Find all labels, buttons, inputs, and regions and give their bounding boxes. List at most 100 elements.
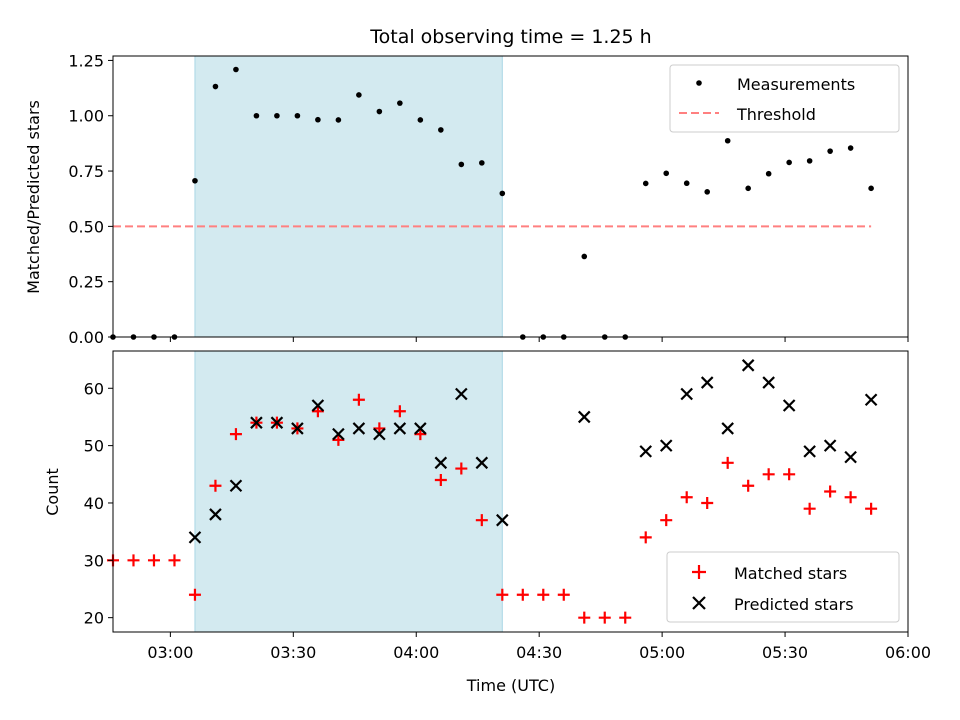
matched-star-marker	[229, 428, 242, 441]
predicted-star-marker	[475, 456, 489, 470]
measurement-point	[294, 112, 301, 119]
matched-star-marker	[147, 554, 160, 567]
y-tick-label: 0.00	[68, 328, 104, 347]
x-tick-label: 04:00	[393, 643, 439, 662]
predicted-star-marker	[270, 416, 284, 429]
measurement-point	[397, 100, 403, 106]
legend-measurements-label: Measurements	[737, 75, 855, 94]
predicted-star-marker	[434, 456, 448, 470]
predicted-star-marker	[373, 427, 386, 441]
matched-star-marker	[721, 456, 734, 469]
y-tick-label: 30	[84, 551, 104, 570]
matched-star-marker	[475, 514, 488, 527]
measurement-point	[704, 189, 711, 195]
measurement-point	[335, 117, 342, 123]
measurement-point	[212, 83, 219, 90]
measurement-point	[315, 116, 321, 123]
predicted-star-marker	[577, 410, 591, 424]
count-x-ticks: 03:00 03:30 04:00 04:30 05:00 05:30 06:00	[147, 632, 931, 662]
predicted-star-marker	[352, 422, 366, 435]
matched-star-marker	[598, 611, 611, 624]
legend-predicted-label: Predicted stars	[734, 595, 854, 614]
matched-star-marker	[742, 479, 755, 492]
x-tick-label: 06:00	[885, 643, 931, 662]
predicted-star-marker	[393, 422, 407, 435]
count-panel: Count Time (UTC) 20 30 40 50 60 03:00 03:30 04…	[43, 350, 931, 695]
predicted-star-marker	[823, 439, 837, 452]
matched-star-marker	[701, 496, 714, 509]
predicted-star-marker	[311, 399, 325, 412]
y-tick-label: 0.25	[68, 273, 104, 292]
matched-star-marker	[824, 485, 837, 498]
legend-matched-label: Matched stars	[734, 564, 847, 583]
measurement-point	[499, 190, 506, 197]
measurement-point	[827, 148, 833, 154]
ratio-x-ticks	[169, 337, 909, 342]
matched-star-marker	[311, 405, 324, 418]
legend-threshold-label: Threshold	[736, 105, 816, 124]
measurement-point	[745, 185, 751, 192]
predicted-star-marker	[455, 387, 468, 401]
predicted-star-marker	[639, 445, 653, 458]
matched-star-marker	[516, 588, 529, 601]
y-tick-label: 1.25	[68, 51, 104, 70]
measurement-point	[847, 145, 854, 151]
matched-star-marker	[537, 588, 550, 601]
measurement-point	[233, 66, 239, 73]
ratio-panel: Total observing time = 1.25 h Matched/Pr…	[24, 26, 909, 347]
matched-star-marker	[373, 422, 386, 435]
x-tick-label: 05:30	[762, 643, 808, 662]
y-tick-label: 0.50	[68, 217, 104, 236]
predicted-star-marker	[496, 513, 509, 527]
measurement-point	[724, 137, 731, 144]
matched-star-marker	[865, 502, 878, 515]
matched-star-marker	[578, 611, 591, 624]
matched-star-marker	[660, 514, 673, 527]
y-tick-label: 50	[84, 437, 104, 456]
matched-star-marker	[168, 554, 181, 567]
measurement-point	[376, 108, 383, 115]
measurement-point	[417, 117, 424, 123]
matched-stars-points	[107, 393, 878, 624]
predicted-stars-points	[188, 359, 878, 544]
ratio-y-axis-label: Matched/Predicted stars	[24, 100, 43, 294]
x-tick-label: 04:30	[516, 643, 562, 662]
predicted-star-marker	[782, 399, 796, 412]
predicted-star-marker	[332, 427, 345, 441]
x-tick-label: 03:30	[270, 643, 316, 662]
matched-star-marker	[496, 588, 509, 601]
count-y-ticks: 20 30 40 50 60	[84, 379, 113, 628]
measurement-point	[253, 112, 260, 119]
measurement-point	[642, 180, 649, 187]
matched-star-marker	[557, 588, 570, 601]
count-axes-frame	[112, 350, 909, 633]
ratio-shaded-region	[194, 56, 503, 337]
shaded-time-window	[194, 351, 503, 632]
predicted-star-marker	[721, 422, 734, 435]
measurement-point	[479, 160, 485, 166]
shaded-time-window	[194, 56, 503, 337]
predicted-star-marker	[762, 376, 775, 389]
y-tick-label: 0.75	[68, 162, 104, 181]
count-legend: Matched stars Predicted stars	[666, 551, 900, 623]
y-tick-label: 40	[84, 494, 104, 513]
legend-predicted-marker	[692, 596, 706, 610]
matched-star-marker	[844, 491, 857, 504]
predicted-star-marker	[864, 393, 878, 407]
measurement-point	[458, 161, 465, 168]
count-shaded-region	[194, 351, 503, 632]
predicted-star-marker	[209, 508, 222, 521]
matched-star-marker	[332, 433, 345, 446]
matched-star-marker	[393, 405, 406, 418]
y-tick-label: 1.00	[68, 107, 104, 126]
measurement-point	[765, 170, 772, 177]
predicted-star-marker	[250, 416, 263, 429]
legend-measurement-marker	[696, 80, 702, 86]
matched-star-marker	[639, 531, 652, 544]
x-axis-label: Time (UTC)	[466, 676, 555, 695]
predicted-star-marker	[659, 439, 673, 452]
measurement-point	[581, 253, 588, 260]
measurement-point	[438, 127, 444, 133]
matched-star-marker	[803, 502, 816, 515]
